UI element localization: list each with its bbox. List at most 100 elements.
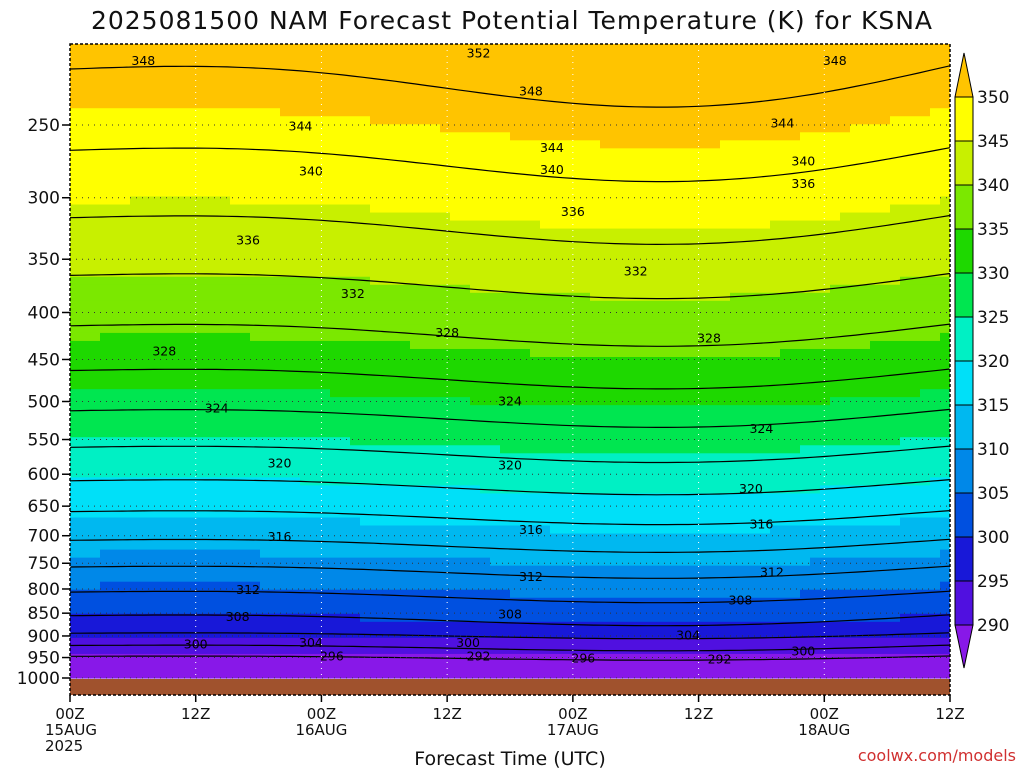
band-cell [490, 116, 501, 125]
band-cell [650, 437, 661, 446]
band-cell [110, 573, 121, 583]
band-cell [450, 645, 461, 655]
band-cell [260, 525, 271, 535]
band-cell [140, 324, 151, 334]
band-cell [430, 148, 441, 157]
band-cell [340, 485, 351, 495]
band-cell [210, 445, 221, 454]
band-cell [160, 605, 171, 615]
band-cell [400, 52, 411, 61]
band-cell [380, 581, 391, 591]
band-cell [570, 501, 581, 511]
band-cell [290, 220, 301, 230]
band-cell [390, 469, 401, 478]
band-cell [450, 196, 461, 206]
band-cell [410, 645, 421, 655]
band-cell [660, 116, 671, 125]
band-cell [350, 116, 361, 125]
band-cell [460, 581, 471, 591]
band-cell [130, 196, 141, 206]
band-cell [580, 52, 591, 61]
band-cell [480, 573, 491, 583]
band-cell [120, 637, 131, 647]
band-cell [430, 324, 441, 334]
band-cell [310, 461, 321, 470]
band-cell [520, 445, 531, 454]
band-cell [170, 260, 181, 270]
band-cell [430, 581, 441, 591]
band-cell [380, 533, 391, 543]
band-cell [480, 557, 491, 567]
band-cell [70, 597, 81, 607]
band-cell [310, 405, 321, 414]
band-cell [190, 356, 201, 366]
band-cell [80, 469, 91, 478]
band-cell [280, 260, 291, 270]
band-cell [110, 316, 121, 326]
band-cell [430, 525, 441, 535]
band-cell [500, 565, 511, 575]
band-cell [620, 196, 631, 206]
band-cell [120, 429, 131, 438]
band-cell [140, 493, 151, 503]
band-cell [220, 653, 231, 663]
band-cell [350, 100, 361, 109]
band-cell [440, 661, 451, 671]
band-cell [200, 84, 211, 93]
band-cell [540, 292, 551, 302]
band-cell [530, 228, 541, 238]
band-cell [410, 629, 421, 639]
band-cell [400, 316, 411, 326]
band-cell [150, 469, 161, 478]
band-cell [590, 276, 601, 286]
band-cell [150, 228, 161, 238]
band-cell [630, 517, 641, 527]
band-cell [120, 501, 131, 511]
band-cell [200, 541, 211, 551]
band-cell [600, 92, 611, 101]
band-cell [380, 292, 391, 302]
band-cell [330, 188, 341, 198]
band-cell [390, 573, 401, 583]
band-cell [190, 164, 201, 174]
band-cell [440, 332, 451, 342]
band-cell [580, 348, 591, 358]
band-cell [280, 308, 291, 318]
band-cell [410, 276, 421, 286]
band-cell [450, 156, 461, 165]
band-cell [340, 389, 351, 398]
band-cell [680, 212, 691, 222]
band-cell [150, 373, 161, 382]
band-cell [410, 517, 421, 527]
band-cell [260, 589, 271, 599]
band-cell [620, 621, 631, 631]
band-cell [70, 132, 81, 141]
band-cell [400, 284, 411, 294]
band-cell [330, 645, 341, 655]
band-cell [320, 180, 331, 190]
band-cell [590, 84, 601, 93]
band-cell [690, 76, 701, 85]
band-cell [110, 653, 121, 663]
band-cell [130, 84, 141, 93]
band-cell [430, 60, 441, 69]
band-cell [660, 549, 671, 559]
band-cell [530, 60, 541, 69]
band-cell [250, 220, 261, 230]
band-cell [360, 236, 371, 246]
band-cell [680, 124, 691, 133]
band-cell [610, 68, 621, 77]
band-cell [100, 292, 111, 302]
band-cell [340, 300, 351, 310]
band-cell [540, 565, 551, 575]
band-cell [90, 477, 101, 486]
band-cell [580, 469, 591, 478]
band-cell [340, 196, 351, 206]
band-cell [190, 613, 201, 623]
band-cell [150, 164, 161, 174]
band-cell [70, 589, 81, 599]
band-cell [650, 276, 661, 286]
band-cell [300, 76, 311, 85]
band-cell [600, 84, 611, 93]
band-cell [400, 92, 411, 101]
